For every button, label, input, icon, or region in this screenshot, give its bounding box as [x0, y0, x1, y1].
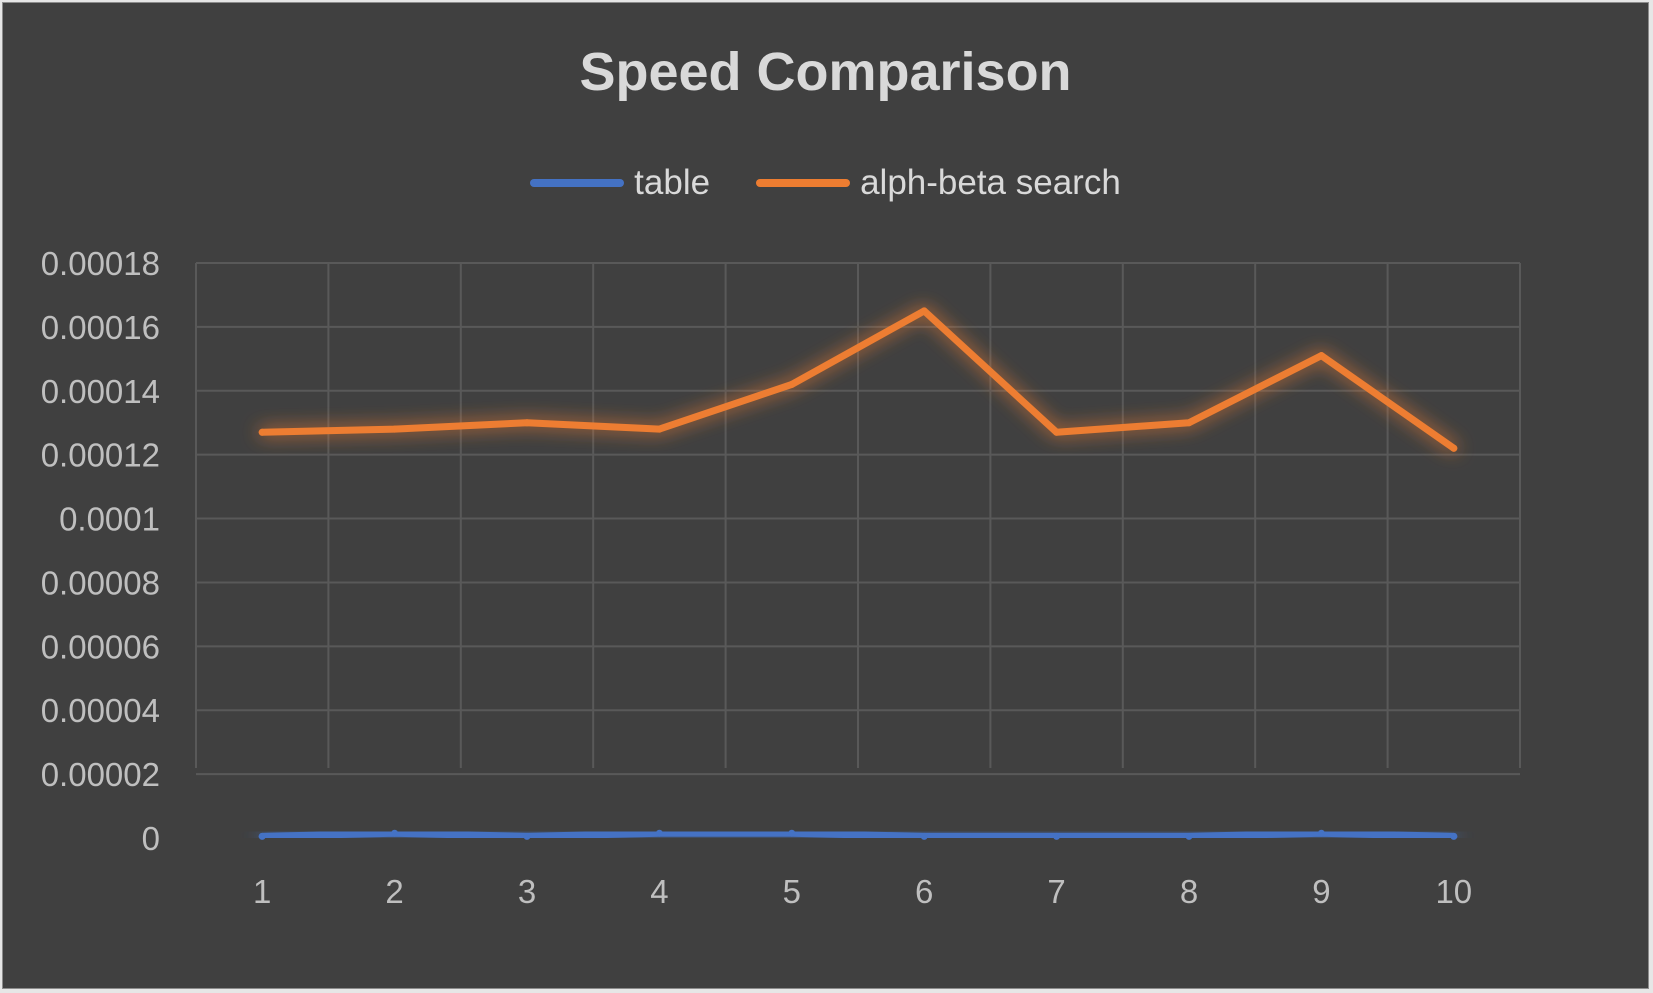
legend-label-alpha-beta: alph-beta search: [860, 163, 1121, 202]
legend-item-alpha-beta: alph-beta search: [756, 165, 1121, 200]
x-tick-label: 10: [1435, 873, 1472, 910]
y-tick-label: 0.00002: [41, 756, 160, 793]
data-point-alpha-beta: [523, 419, 531, 427]
data-point-alpha-beta: [1317, 352, 1325, 360]
chart-title: Speed Comparison: [579, 42, 1072, 102]
data-point-alpha-beta: [788, 380, 796, 388]
data-point-table: [1053, 832, 1061, 840]
x-tick-label: 7: [1047, 873, 1065, 910]
data-point-table: [655, 829, 663, 837]
y-tick-label: 0.00012: [41, 437, 160, 474]
legend-item-table: table: [530, 165, 710, 200]
x-tick-label: 8: [1180, 873, 1198, 910]
plot-area: 0.00018 0.00016 0.00014 0.00012 0.0001 0.0000…: [41, 245, 1521, 910]
x-tick-label: 4: [650, 873, 668, 910]
x-tick-label: 5: [783, 873, 801, 910]
data-point-table: [920, 832, 928, 840]
series-line-table: [258, 829, 1458, 840]
legend: table alph-beta search: [3, 165, 1648, 200]
y-tick-label: 0.00008: [41, 564, 160, 601]
data-point-table: [1317, 829, 1325, 837]
data-point-table: [523, 832, 531, 840]
y-tick-label: 0.0001: [59, 501, 160, 538]
data-point-alpha-beta: [655, 425, 663, 433]
y-tick-label: 0.00016: [41, 309, 160, 346]
data-point-table: [788, 829, 796, 837]
data-point-alpha-beta: [258, 428, 266, 436]
legend-label-table: table: [634, 163, 711, 202]
x-tick-label: 1: [253, 873, 271, 910]
data-point-alpha-beta: [1450, 444, 1458, 452]
data-point-table: [391, 829, 399, 837]
data-point-table: [1450, 832, 1458, 840]
legend-swatch-alpha-beta: [756, 178, 851, 187]
data-point-alpha-beta: [1185, 419, 1193, 427]
data-point-alpha-beta: [920, 307, 928, 315]
legend-swatch-table: [530, 178, 625, 187]
y-tick-label: 0.00018: [41, 245, 160, 282]
data-point-alpha-beta: [1053, 428, 1061, 436]
series-line-alpha-beta: [258, 307, 1458, 452]
data-point-table: [258, 832, 266, 840]
y-tick-label: 0: [142, 820, 160, 857]
x-tick-label: 2: [385, 873, 403, 910]
x-tick-label: 3: [518, 873, 536, 910]
x-tick-label: 6: [915, 873, 933, 910]
data-point-alpha-beta: [391, 425, 399, 433]
y-tick-label: 0.00004: [41, 692, 160, 729]
data-point-table: [1185, 832, 1193, 840]
x-tick-label: 9: [1312, 873, 1330, 910]
y-tick-label: 0.00014: [41, 373, 160, 410]
y-tick-label: 0.00006: [41, 628, 160, 665]
